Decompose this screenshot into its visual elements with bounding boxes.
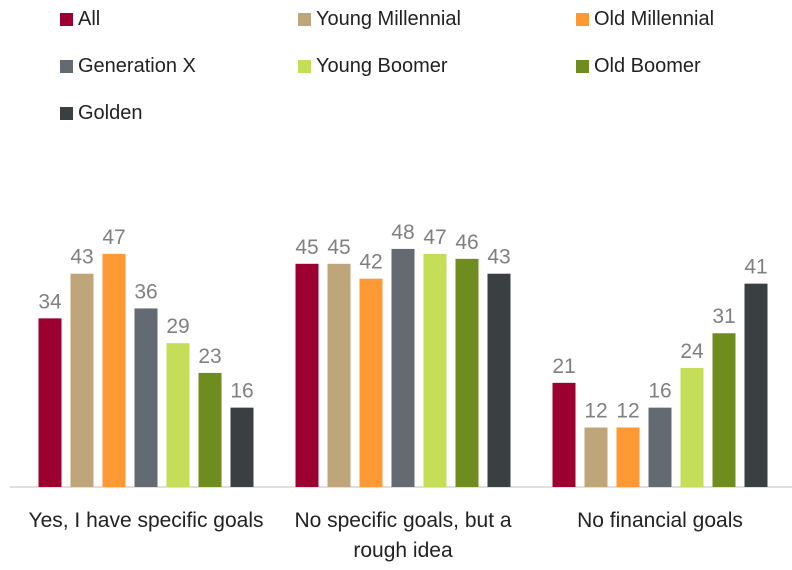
bar xyxy=(166,343,190,487)
data-label: 45 xyxy=(327,236,350,259)
legend-swatch xyxy=(60,106,73,120)
data-label: 12 xyxy=(584,399,607,422)
bar xyxy=(552,382,576,487)
x-tick-label: Yes, I have specific goals xyxy=(28,509,264,532)
bar xyxy=(102,253,126,487)
bar xyxy=(198,372,222,487)
legend-item: Young Boomer xyxy=(298,53,448,79)
data-label: 34 xyxy=(38,290,62,313)
data-label: 45 xyxy=(295,236,318,259)
data-label: 42 xyxy=(359,251,382,274)
bar xyxy=(38,318,62,487)
bar xyxy=(359,278,383,487)
legend-label: Young Millennial xyxy=(316,7,461,30)
legend-swatch xyxy=(298,59,311,73)
legend-swatch xyxy=(576,12,589,26)
bar xyxy=(327,263,351,487)
data-label: 23 xyxy=(198,345,221,368)
legend-item: Old Boomer xyxy=(576,53,701,79)
legend-item: Young Millennial xyxy=(298,6,461,32)
bar xyxy=(744,283,768,487)
legend-label: Golden xyxy=(78,101,143,124)
data-label: 43 xyxy=(70,246,93,269)
bar xyxy=(487,273,511,487)
bar xyxy=(680,367,704,487)
data-label: 47 xyxy=(102,226,125,249)
legend-label: Generation X xyxy=(78,54,196,77)
legend-item: Old Millennial xyxy=(576,6,714,32)
bar xyxy=(712,333,736,487)
legend-item: Golden xyxy=(60,100,143,126)
legend-label: Old Boomer xyxy=(594,54,701,77)
legend-item: All xyxy=(60,6,100,32)
bar xyxy=(584,427,608,487)
data-label: 48 xyxy=(391,221,414,244)
bar xyxy=(423,253,447,487)
bar xyxy=(391,248,415,487)
bar xyxy=(134,308,158,487)
bar xyxy=(455,258,479,487)
data-label: 41 xyxy=(744,256,767,279)
data-label: 46 xyxy=(455,231,478,254)
bar xyxy=(230,407,254,487)
data-label: 47 xyxy=(423,226,446,249)
bar xyxy=(70,273,94,487)
legend-label: All xyxy=(78,7,101,30)
legend-swatch xyxy=(298,12,311,26)
data-label: 16 xyxy=(648,380,671,403)
data-label: 12 xyxy=(616,399,639,422)
legend-swatch xyxy=(60,12,73,26)
data-label: 43 xyxy=(487,246,510,269)
x-tick-label: No financial goals xyxy=(577,509,743,532)
bar xyxy=(295,263,319,487)
legend-label: Young Boomer xyxy=(316,54,448,77)
bar xyxy=(648,407,672,487)
legend-swatch xyxy=(576,59,589,73)
data-label: 36 xyxy=(134,280,157,303)
x-tick-label: No specific goals, but a rough idea xyxy=(294,509,512,562)
legend-swatch xyxy=(60,59,73,73)
legend-label: Old Millennial xyxy=(594,7,715,30)
bar xyxy=(616,427,640,487)
data-label: 16 xyxy=(230,380,253,403)
legend-item: Generation X xyxy=(60,53,196,79)
data-label: 29 xyxy=(166,315,189,338)
data-label: 21 xyxy=(552,355,575,378)
data-label: 24 xyxy=(680,340,704,363)
data-label: 31 xyxy=(712,305,735,328)
